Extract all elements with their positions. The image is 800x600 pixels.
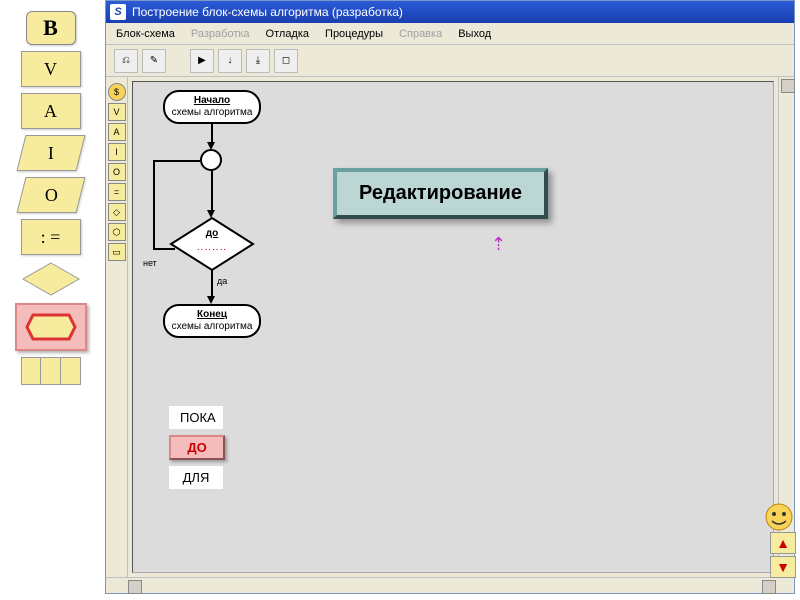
menu-razrabotka[interactable]: Разработка bbox=[191, 28, 250, 40]
loop-for[interactable]: ДЛЯ bbox=[169, 466, 223, 489]
menu-spravka[interactable]: Справка bbox=[399, 28, 442, 40]
loop-options: ПОКА ДО ДЛЯ bbox=[169, 400, 225, 495]
palette-decision[interactable] bbox=[21, 261, 81, 297]
window-title: Построение блок-схемы алгоритма (разрабо… bbox=[132, 5, 403, 19]
editing-banner: Редактирование bbox=[333, 168, 548, 219]
horizontal-scrollbar[interactable] bbox=[106, 577, 794, 593]
tb-btn-1[interactable]: ⎌ bbox=[114, 49, 138, 73]
smiley-icon bbox=[764, 502, 794, 532]
ts-rect[interactable]: ▭ bbox=[108, 243, 126, 261]
cursor-icon: ⇡ bbox=[491, 234, 506, 255]
palette-input[interactable]: I bbox=[16, 135, 85, 171]
palette-assign[interactable]: : = bbox=[21, 219, 81, 255]
tb-btn-stop[interactable]: ◻ bbox=[274, 49, 298, 73]
menu-procedury[interactable]: Процедуры bbox=[325, 28, 383, 40]
canvas-area: $ V A I O = ◇ ⬡ ▭ Начало схемы алгоритма bbox=[106, 77, 794, 577]
palette-begin[interactable]: B bbox=[26, 11, 76, 45]
ts-diamond[interactable]: ◇ bbox=[108, 203, 126, 221]
palette-subroutine[interactable] bbox=[21, 357, 81, 385]
app-icon: S bbox=[110, 4, 126, 20]
nav-up[interactable]: ▲ bbox=[770, 532, 796, 554]
nav-arrows: ▲ ▼ bbox=[770, 530, 796, 580]
tb-btn-play[interactable]: ▶ bbox=[190, 49, 214, 73]
label-no: нет bbox=[143, 258, 157, 268]
tb-btn-2[interactable]: ✎ bbox=[142, 49, 166, 73]
menu-blokschema[interactable]: Блок-схема bbox=[116, 28, 175, 40]
ts-a[interactable]: A bbox=[108, 123, 126, 141]
menu-vyhod[interactable]: Выход bbox=[458, 28, 491, 40]
ts-v[interactable]: V bbox=[108, 103, 126, 121]
tb-btn-stepinto[interactable]: ↓ bbox=[218, 49, 242, 73]
toolstrip: $ V A I O = ◇ ⬡ ▭ bbox=[106, 77, 128, 577]
palette-array[interactable]: A bbox=[21, 93, 81, 129]
nav-down[interactable]: ▼ bbox=[770, 556, 796, 578]
ts-dollar[interactable]: $ bbox=[108, 83, 126, 101]
loop-until[interactable]: ДО bbox=[169, 435, 225, 460]
tb-btn-stepover[interactable]: ⤓ bbox=[246, 49, 270, 73]
palette-output[interactable]: O bbox=[16, 177, 85, 213]
canvas[interactable]: Начало схемы алгоритма до ‥‥‥‥ нет bbox=[132, 81, 774, 573]
toolbar: ⎌ ✎ ▶ ↓ ⤓ ◻ bbox=[106, 45, 794, 77]
ts-i[interactable]: I bbox=[108, 143, 126, 161]
ts-o[interactable]: O bbox=[108, 163, 126, 181]
left-palette: B V A I O : = bbox=[8, 5, 93, 391]
menu-otladka[interactable]: Отладка bbox=[266, 28, 309, 40]
app-window: S Построение блок-схемы алгоритма (разра… bbox=[105, 0, 795, 594]
ts-eq[interactable]: = bbox=[108, 183, 126, 201]
palette-var[interactable]: V bbox=[21, 51, 81, 87]
node-connector[interactable] bbox=[200, 149, 222, 171]
ts-hex[interactable]: ⬡ bbox=[108, 223, 126, 241]
node-start[interactable]: Начало схемы алгоритма bbox=[163, 90, 261, 124]
node-end[interactable]: Конец схемы алгоритма bbox=[163, 304, 261, 338]
loop-while[interactable]: ПОКА bbox=[169, 406, 223, 429]
menubar: Блок-схема Разработка Отладка Процедуры … bbox=[106, 23, 794, 45]
label-yes: да bbox=[217, 276, 227, 286]
titlebar: S Построение блок-схемы алгоритма (разра… bbox=[106, 1, 794, 23]
palette-loop[interactable] bbox=[15, 303, 87, 351]
node-decision[interactable]: до ‥‥‥‥ bbox=[169, 216, 255, 275]
